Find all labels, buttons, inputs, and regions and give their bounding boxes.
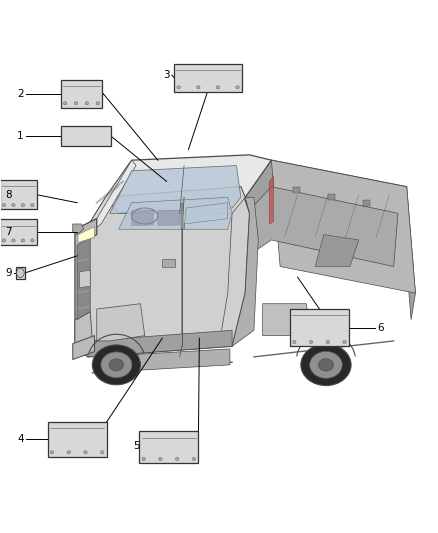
Ellipse shape [159, 457, 162, 461]
Polygon shape [119, 197, 232, 229]
Ellipse shape [85, 102, 88, 105]
Polygon shape [272, 160, 416, 293]
Text: 6: 6 [377, 322, 384, 333]
Polygon shape [79, 187, 250, 357]
Polygon shape [123, 205, 182, 227]
FancyBboxPatch shape [15, 267, 25, 279]
FancyBboxPatch shape [48, 422, 106, 457]
Polygon shape [232, 160, 407, 229]
Polygon shape [162, 259, 175, 266]
Ellipse shape [12, 204, 15, 207]
Polygon shape [315, 235, 359, 266]
Ellipse shape [64, 102, 67, 105]
Polygon shape [182, 197, 232, 346]
Ellipse shape [96, 102, 99, 105]
Polygon shape [158, 210, 180, 225]
Ellipse shape [318, 359, 333, 371]
Ellipse shape [109, 359, 124, 371]
Ellipse shape [74, 102, 78, 105]
Ellipse shape [343, 341, 346, 344]
Polygon shape [328, 193, 335, 200]
Text: 2: 2 [17, 88, 24, 99]
Ellipse shape [192, 457, 196, 461]
Text: 7: 7 [5, 227, 12, 237]
Text: 1: 1 [17, 131, 24, 141]
Ellipse shape [31, 239, 34, 242]
Polygon shape [106, 155, 272, 197]
Ellipse shape [21, 204, 25, 207]
Ellipse shape [142, 457, 145, 461]
Ellipse shape [326, 341, 329, 344]
Ellipse shape [84, 451, 87, 454]
Polygon shape [97, 304, 145, 341]
Polygon shape [232, 187, 398, 266]
Polygon shape [79, 270, 90, 288]
FancyBboxPatch shape [0, 180, 37, 209]
Ellipse shape [177, 86, 180, 89]
Polygon shape [181, 203, 183, 229]
Ellipse shape [309, 341, 313, 344]
Polygon shape [73, 336, 95, 360]
Ellipse shape [310, 351, 342, 378]
Text: 3: 3 [163, 70, 170, 80]
Ellipse shape [17, 268, 24, 278]
Ellipse shape [31, 204, 34, 207]
Ellipse shape [175, 457, 179, 461]
Ellipse shape [101, 352, 132, 378]
Ellipse shape [50, 451, 54, 454]
Polygon shape [75, 219, 97, 352]
Polygon shape [132, 210, 153, 225]
Ellipse shape [293, 341, 296, 344]
Ellipse shape [2, 204, 6, 207]
Ellipse shape [197, 86, 200, 89]
Ellipse shape [67, 451, 71, 454]
Text: 9: 9 [5, 268, 12, 278]
Polygon shape [79, 160, 136, 240]
Ellipse shape [21, 239, 25, 242]
Text: 8: 8 [5, 190, 12, 200]
Polygon shape [75, 312, 92, 354]
Ellipse shape [2, 239, 6, 242]
Polygon shape [95, 349, 230, 373]
FancyBboxPatch shape [139, 431, 198, 463]
Ellipse shape [92, 345, 141, 385]
Polygon shape [232, 197, 258, 346]
Polygon shape [184, 203, 228, 229]
Ellipse shape [301, 344, 351, 385]
Polygon shape [78, 227, 95, 243]
Ellipse shape [12, 239, 15, 242]
Polygon shape [88, 330, 232, 357]
Polygon shape [106, 187, 245, 213]
FancyBboxPatch shape [61, 126, 111, 147]
Polygon shape [263, 304, 311, 336]
Ellipse shape [236, 86, 239, 89]
Text: 5: 5 [133, 441, 139, 451]
Polygon shape [363, 200, 370, 206]
Polygon shape [77, 237, 90, 320]
Polygon shape [110, 165, 241, 213]
FancyBboxPatch shape [290, 309, 349, 346]
FancyBboxPatch shape [0, 219, 37, 245]
Polygon shape [293, 187, 300, 193]
FancyBboxPatch shape [174, 64, 242, 92]
Text: 4: 4 [17, 434, 24, 445]
Polygon shape [79, 160, 132, 240]
FancyBboxPatch shape [61, 80, 102, 108]
Polygon shape [73, 224, 84, 235]
Ellipse shape [216, 86, 219, 89]
Ellipse shape [100, 451, 104, 454]
Polygon shape [269, 176, 274, 224]
Polygon shape [403, 187, 416, 320]
